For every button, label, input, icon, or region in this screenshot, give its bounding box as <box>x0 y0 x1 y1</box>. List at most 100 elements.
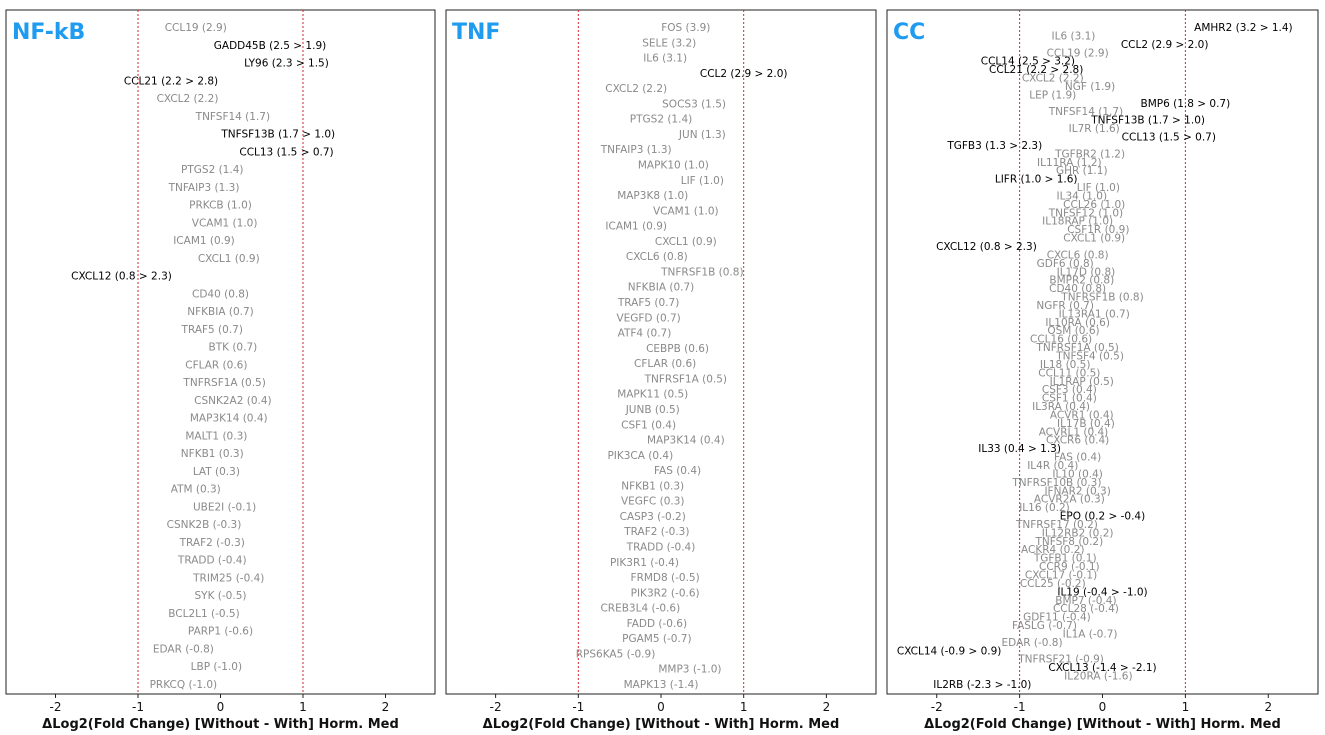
gene-label: IL3RA (0.4) <box>1032 401 1090 413</box>
gene-label: ATF4 (0.7) <box>618 328 672 340</box>
gene-label: IL17B (0.4) <box>1057 418 1115 430</box>
gene-label: CCL2 (2.9 > 2.0) <box>700 68 788 80</box>
gene-label: NFKB1 (0.3) <box>181 448 244 460</box>
gene-label: TRADD (-0.4) <box>626 541 696 553</box>
panel-nf-kb: -2 -1 0 1 2 ΔLog2(Fold Change) [Without - Wit… <box>5 9 436 732</box>
gene-label: IL16 (0.2) <box>1019 502 1070 514</box>
gene-label: SYK (-0.5) <box>195 590 247 602</box>
gene-label: IL33 (0.4 > 1.3) <box>978 443 1061 455</box>
gene-label: MAP3K14 (0.4) <box>190 413 268 425</box>
gene-label: FAS (0.4) <box>1054 452 1101 464</box>
gene-label: TNFSF14 (1.7) <box>195 111 270 123</box>
gene-label: TNFRSF10B (0.3) <box>1011 477 1101 489</box>
gene-label: PTGS2 (1.4) <box>630 114 692 126</box>
gene-label: PGAM5 (-0.7) <box>622 633 691 645</box>
gene-label: LIF (1.0) <box>681 175 724 187</box>
gene-label: NGFR (0.7) <box>1036 300 1094 312</box>
gene-label: CD40 (0.8) <box>192 288 249 300</box>
gene-label: CXCL1 (0.9) <box>198 253 260 265</box>
x-tick-label: -2 <box>50 700 62 714</box>
x-tick-label: -1 <box>572 700 584 714</box>
gene-label: IL19 (-0.4 > -1.0) <box>1057 586 1147 598</box>
gene-label: IFNAR2 (0.3) <box>1044 485 1110 497</box>
gene-label: TNFSF14 (1.7) <box>1048 106 1123 118</box>
gene-label: CSNK2A2 (0.4) <box>194 395 272 407</box>
x-tick-label: 2 <box>382 700 390 714</box>
gene-label: TNFRSF1A (0.5) <box>182 377 265 389</box>
gene-label: AMHR2 (3.2 > 1.4) <box>1194 22 1293 34</box>
gene-label: LY96 (2.3 > 1.5) <box>244 58 329 70</box>
gene-label: MALT1 (0.3) <box>185 430 247 442</box>
gene-label: IL20RA (-1.6) <box>1064 671 1132 683</box>
gene-label: MMP3 (-1.0) <box>658 664 721 676</box>
gene-label: LIF (1.0) <box>1077 182 1120 194</box>
gene-label: IL10RA (0.6) <box>1045 317 1110 329</box>
gene-label: TRIM25 (-0.4) <box>192 572 264 584</box>
gene-label: IL6 (3.1) <box>1052 30 1096 42</box>
gene-label: CXCL2 (2.2) <box>605 83 667 95</box>
x-tick-label: -1 <box>1014 700 1026 714</box>
gene-label: ACKR4 (0.2) <box>1021 544 1084 556</box>
gene-label: CXCL14 (-0.9 > 0.9) <box>897 645 1002 657</box>
gene-label: EPO (0.2 > -0.4) <box>1060 511 1145 523</box>
gene-label: UBE2I (-0.1) <box>193 501 256 513</box>
gene-label: EDAR (-0.8) <box>1002 637 1063 649</box>
gene-label: CCR9 (-0.1) <box>1039 561 1100 573</box>
x-tick-label: 1 <box>740 700 748 714</box>
gene-label: LBP (-1.0) <box>191 661 242 673</box>
gene-label: PIK3R2 (-0.6) <box>631 587 700 599</box>
gene-label: FRMD8 (-0.5) <box>631 572 700 584</box>
gene-label: IL11RA (1.2) <box>1037 157 1102 169</box>
gene-label: CXCL12 (0.8 > 2.3) <box>936 241 1037 253</box>
gene-label: TGFB1 (0.1) <box>1033 553 1097 565</box>
gene-label: CCL26 (1.0) <box>1063 199 1125 211</box>
gene-label: IL18 (0.5) <box>1040 359 1091 371</box>
panel-cc: -2 -1 0 1 2 ΔLog2(Fold Change) [Without - Wit… <box>886 9 1319 732</box>
gene-label: NFKBIA (0.7) <box>628 282 695 294</box>
gene-label: CFLAR (0.6) <box>185 359 247 371</box>
gene-label: BMPR2 (0.8) <box>1049 275 1114 287</box>
gene-label: ACVR2A (0.3) <box>1034 494 1105 506</box>
gene-label: CXCL17 (-0.1) <box>1025 570 1097 582</box>
gene-label: CCL19 (2.9) <box>1047 47 1109 59</box>
gene-label: TNFSF8 (0.2) <box>1034 536 1103 548</box>
gene-label: CFLAR (0.6) <box>634 358 696 370</box>
gene-label: MAP3K8 (1.0) <box>617 190 688 202</box>
gene-label: BCL2L1 (-0.5) <box>168 608 239 620</box>
gene-label: VCAM1 (1.0) <box>192 217 258 229</box>
gene-label: MAPK10 (1.0) <box>638 160 709 172</box>
gene-label: IL12RB2 (0.2) <box>1042 527 1114 539</box>
x-axis-label: ΔLog2(Fold Change) [Without - With] Horm… <box>483 717 840 731</box>
panel-title: NF-kB <box>12 20 85 45</box>
gene-label: TRAF5 (0.7) <box>181 324 243 336</box>
gene-label: CSF1R (0.9) <box>1067 224 1129 236</box>
gene-label: CCL13 (1.5 > 0.7) <box>239 146 333 158</box>
gene-label: TRADD (-0.4) <box>177 555 247 567</box>
gene-label: CREB3L4 (-0.6) <box>600 603 680 615</box>
x-tick-label: 1 <box>1182 700 1190 714</box>
gene-label: MAPK11 (0.5) <box>617 389 688 401</box>
x-tick-label: 2 <box>823 700 831 714</box>
x-axis-label: ΔLog2(Fold Change) [Without - With] Horm… <box>924 717 1281 731</box>
gene-label: PARP1 (-0.6) <box>188 626 253 638</box>
gene-label: IL13RA1 (0.7) <box>1059 308 1130 320</box>
gene-label: TNFRSF1A (0.5) <box>1035 342 1118 354</box>
gene-label: IL1RAP (0.5) <box>1050 376 1114 388</box>
gene-label: VCAM1 (1.0) <box>653 205 719 217</box>
gene-label: CD40 (0.8) <box>1049 283 1106 295</box>
gene-label: CXCL2 (2.2) <box>1022 73 1084 85</box>
gene-label: CEBPB (0.6) <box>646 343 709 355</box>
gene-label: CSF1 (0.4) <box>1042 393 1097 405</box>
gene-label: CCL13 (1.5 > 0.7) <box>1122 132 1216 144</box>
gene-label: ACVRL1 (0.4) <box>1039 426 1109 438</box>
gene-label: MAPK13 (-1.4) <box>624 679 699 691</box>
gene-label: TGFBR2 (1.2) <box>1054 148 1125 160</box>
gene-label: CXCL2 (2.2) <box>157 93 219 105</box>
gene-label: NFKB1 (0.3) <box>621 480 684 492</box>
panel-tnf: -2 -1 0 1 2 ΔLog2(Fold Change) [Without - Wit… <box>445 9 877 732</box>
gene-label: VEGFC (0.3) <box>621 496 685 508</box>
gene-label: CSF1 (0.4) <box>621 419 676 431</box>
gene-label: GDF6 (0.8) <box>1037 258 1094 270</box>
gene-label: BMP7 (-0.4) <box>1055 595 1116 607</box>
panel-title: CC <box>893 20 925 45</box>
